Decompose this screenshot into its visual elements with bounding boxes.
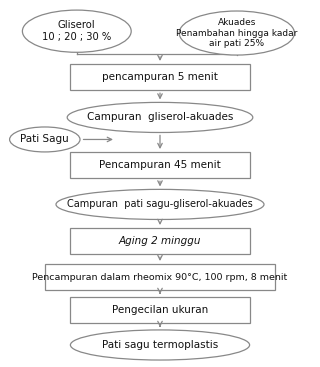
Ellipse shape bbox=[56, 189, 264, 219]
Text: Gliserol
10 ; 20 ; 30 %: Gliserol 10 ; 20 ; 30 % bbox=[42, 21, 111, 42]
Ellipse shape bbox=[67, 102, 253, 132]
FancyBboxPatch shape bbox=[70, 152, 250, 178]
Ellipse shape bbox=[179, 11, 294, 55]
Text: Pengecilan ukuran: Pengecilan ukuran bbox=[112, 305, 208, 315]
Text: Aging 2 minggu: Aging 2 minggu bbox=[119, 236, 201, 246]
Ellipse shape bbox=[70, 330, 250, 360]
Text: Pencampuran dalam rheomix 90°C, 100 rpm, 8 menit: Pencampuran dalam rheomix 90°C, 100 rpm,… bbox=[32, 273, 288, 281]
FancyBboxPatch shape bbox=[45, 264, 275, 290]
Text: pencampuran 5 menit: pencampuran 5 menit bbox=[102, 72, 218, 82]
Text: Pencampuran 45 menit: Pencampuran 45 menit bbox=[99, 160, 221, 170]
Text: Pati Sagu: Pati Sagu bbox=[20, 134, 69, 145]
Text: Akuades
Penambahan hingga kadar
air pati 25%: Akuades Penambahan hingga kadar air pati… bbox=[176, 18, 298, 48]
Text: Campuran  pati sagu-gliserol-akuades: Campuran pati sagu-gliserol-akuades bbox=[67, 199, 253, 210]
FancyBboxPatch shape bbox=[70, 228, 250, 254]
Ellipse shape bbox=[10, 127, 80, 152]
Ellipse shape bbox=[22, 10, 131, 52]
FancyBboxPatch shape bbox=[70, 64, 250, 90]
Text: Campuran  gliserol-akuades: Campuran gliserol-akuades bbox=[87, 112, 233, 123]
FancyBboxPatch shape bbox=[70, 297, 250, 323]
Text: Pati sagu termoplastis: Pati sagu termoplastis bbox=[102, 340, 218, 350]
